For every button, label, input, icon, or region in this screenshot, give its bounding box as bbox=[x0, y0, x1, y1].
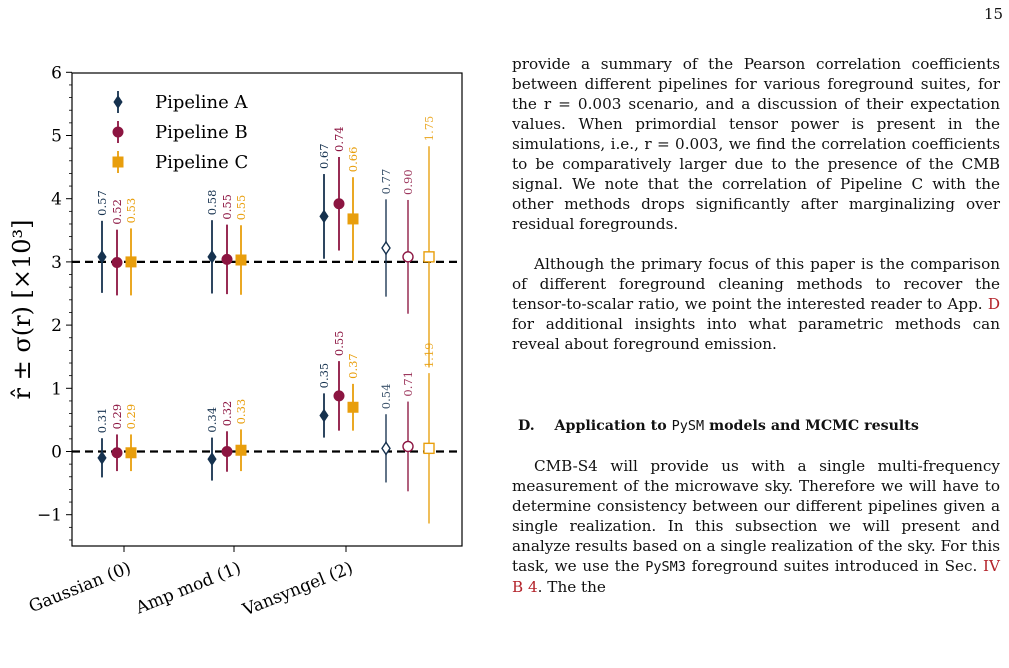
square-marker bbox=[423, 442, 435, 455]
paragraph-text: Although the primary focus of this paper… bbox=[512, 255, 1000, 313]
section-heading: D. Application to PySM models and MCMC r… bbox=[518, 416, 1000, 436]
error-value-label: 0.31 bbox=[95, 408, 109, 434]
y-tick-label: 5 bbox=[51, 127, 62, 147]
diamond-marker bbox=[97, 450, 107, 465]
diamond-marker bbox=[319, 408, 329, 423]
x-tick-label: Vansyngel (2) bbox=[239, 558, 356, 621]
y-tick-label: −1 bbox=[37, 506, 62, 526]
square-marker bbox=[125, 447, 137, 459]
square-marker bbox=[347, 213, 359, 225]
error-value-label: 0.55 bbox=[220, 194, 234, 220]
error-value-label: 0.35 bbox=[317, 363, 331, 389]
circle-marker bbox=[333, 198, 345, 210]
error-value-label: 0.66 bbox=[346, 147, 360, 173]
diamond-marker bbox=[381, 240, 391, 256]
diamond-marker bbox=[113, 95, 123, 109]
plot-area: −1 0 1 2 3 4 5 6 r̂ ± σ(r) [×10³] Gaussian (0) Amp… bbox=[8, 63, 463, 621]
text-column: provide a summary of the Pearson correla… bbox=[512, 54, 1000, 597]
section-link[interactable]: IV B 4 bbox=[512, 557, 1001, 596]
error-value-label: 0.77 bbox=[379, 169, 393, 195]
square-marker bbox=[347, 401, 359, 413]
error-value-label: 0.29 bbox=[124, 404, 138, 430]
square-marker bbox=[235, 444, 247, 456]
error-value-label: 0.55 bbox=[234, 195, 248, 221]
paragraph-pysm: CMB-S4 will provide us with a single mul… bbox=[512, 456, 1000, 597]
error-value-label: 0.29 bbox=[110, 404, 124, 430]
y-tick-label: 0 bbox=[51, 443, 62, 463]
error-value-label: 0.71 bbox=[401, 371, 415, 397]
section-title-text: Application to bbox=[554, 418, 667, 434]
paragraph-text: CMB-S4 will provide us with a single mul… bbox=[512, 457, 1000, 575]
error-value-label: 0.32 bbox=[220, 401, 234, 427]
paragraph-text: foreground suites introduced in Sec. bbox=[691, 557, 978, 575]
square-marker bbox=[423, 251, 435, 263]
paragraph-appendix-pointer: Although the primary focus of this paper… bbox=[512, 254, 1000, 354]
diamond-marker bbox=[207, 452, 217, 466]
circle-marker bbox=[402, 251, 414, 263]
error-value-label: 1.75 bbox=[422, 116, 436, 142]
error-value-label: 0.54 bbox=[379, 384, 393, 410]
section-title-code: PySM bbox=[671, 418, 705, 434]
section-title-text: models and MCMC results bbox=[709, 418, 919, 434]
section-number: D. bbox=[518, 418, 535, 434]
square-marker bbox=[235, 254, 247, 266]
circle-marker bbox=[111, 447, 123, 459]
y-tick-label: 3 bbox=[51, 253, 62, 273]
error-value-label: 0.58 bbox=[205, 190, 219, 216]
error-value-label: 0.34 bbox=[205, 407, 219, 433]
error-value-label: 0.33 bbox=[234, 399, 248, 425]
y-tick-label: 6 bbox=[51, 63, 62, 83]
diamond-marker bbox=[97, 249, 107, 264]
paragraph-text: . The the bbox=[537, 578, 606, 596]
circle-marker bbox=[402, 440, 414, 453]
paragraph-text: for additional insights into what parame… bbox=[512, 315, 1000, 353]
square-marker bbox=[112, 156, 124, 168]
diamond-marker bbox=[381, 441, 391, 456]
axes-frame bbox=[71, 72, 463, 547]
appendix-link[interactable]: D bbox=[987, 295, 1000, 313]
circle-marker bbox=[333, 390, 345, 402]
legend-label: Pipeline C bbox=[155, 152, 248, 173]
error-value-label: 0.90 bbox=[401, 169, 415, 195]
error-value-label: 0.67 bbox=[317, 143, 331, 169]
page-number: 15 bbox=[984, 5, 1004, 23]
legend-label: Pipeline B bbox=[155, 122, 248, 143]
diamond-marker bbox=[319, 209, 329, 224]
circle-marker bbox=[111, 257, 123, 269]
error-value-label: 0.52 bbox=[110, 199, 124, 225]
y-tick-label: 2 bbox=[51, 316, 62, 336]
error-value-label: 0.57 bbox=[95, 190, 109, 216]
legend-label: Pipeline A bbox=[155, 92, 249, 113]
x-tick-label: Amp mod (1) bbox=[132, 558, 244, 619]
results-figure: −1 0 1 2 3 4 5 6 r̂ ± σ(r) [×10³] Gaussian (0) Amp… bbox=[8, 63, 463, 621]
circle-marker bbox=[221, 446, 233, 457]
x-tick-label: Gaussian (0) bbox=[26, 558, 134, 617]
y-tick-label: 1 bbox=[51, 379, 62, 399]
circle-marker bbox=[221, 253, 233, 265]
y-tick-label: 4 bbox=[51, 190, 62, 210]
diamond-marker bbox=[207, 249, 217, 264]
error-value-label: 0.53 bbox=[124, 198, 138, 224]
inline-code: PySM3 bbox=[645, 559, 686, 575]
paragraph-correlation: provide a summary of the Pearson correla… bbox=[512, 55, 1000, 233]
error-value-label: 0.74 bbox=[332, 126, 346, 152]
circle-marker bbox=[112, 126, 124, 138]
error-value-label: 0.55 bbox=[332, 331, 346, 357]
error-value-label: 0.37 bbox=[346, 353, 360, 379]
y-axis-label: r̂ ± σ(r) [×10³] bbox=[8, 219, 36, 399]
square-marker bbox=[125, 256, 137, 268]
